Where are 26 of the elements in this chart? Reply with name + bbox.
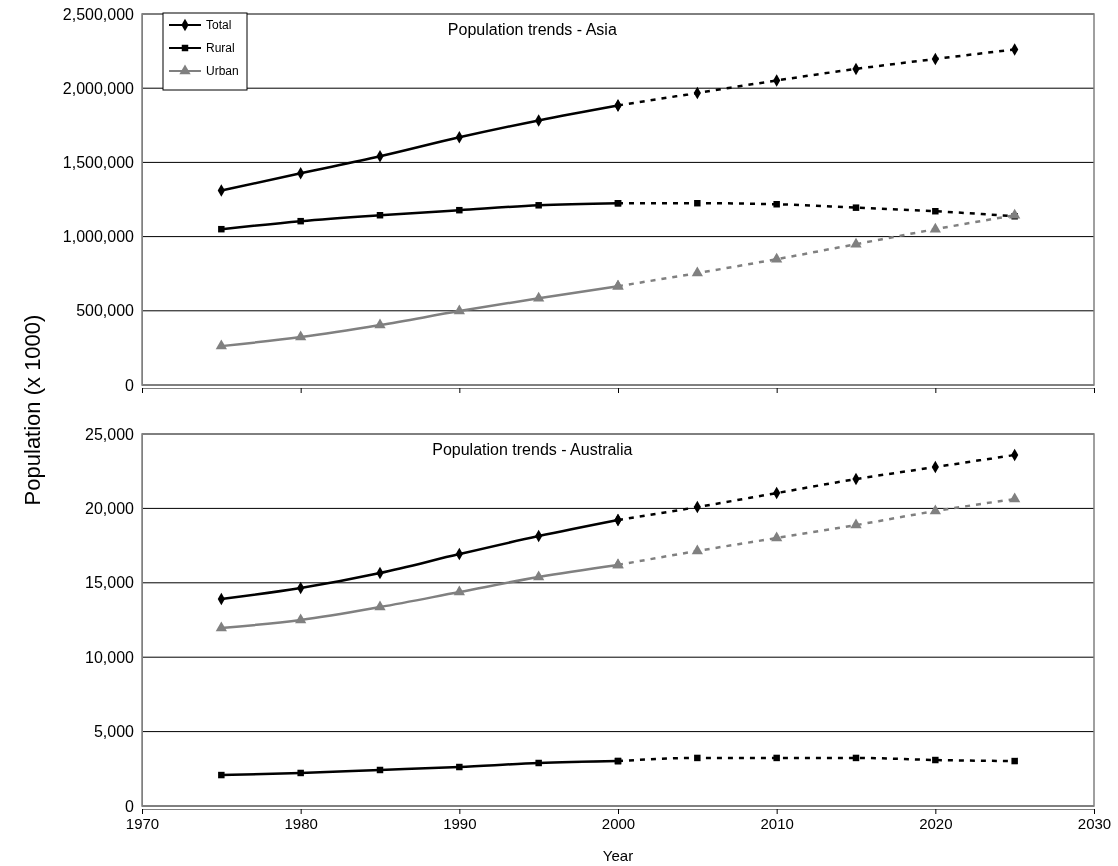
y-tick-label: 500,000	[76, 302, 135, 320]
x-tick-label: 2010	[760, 814, 794, 832]
y-tick-label: 25,000	[85, 425, 135, 443]
y-tick-label: 2,000,000	[62, 79, 135, 97]
x-tick-label: 2000	[601, 814, 636, 832]
x-axis-title: Year	[602, 847, 634, 864]
x-tick-label: 1970	[125, 814, 160, 832]
chart-title: Population trends - Asia	[447, 21, 617, 38]
x-tick-label: 1990	[443, 814, 477, 832]
legend-label: Urban	[206, 64, 239, 78]
x-tick-label: 1980	[284, 814, 318, 832]
x-tick-label: 2020	[919, 814, 953, 832]
y-tick-label: 1,500,000	[62, 154, 135, 172]
y-tick-label: 15,000	[85, 574, 135, 592]
y-tick-label: 0	[125, 376, 135, 394]
y-tick-label: 0	[125, 797, 135, 815]
chart-title: Population trends - Australia	[432, 441, 633, 458]
y-tick-label: 5,000	[93, 723, 135, 741]
y-tick-label: 10,000	[85, 648, 135, 666]
y-tick-label: 2,500,000	[62, 5, 135, 23]
legend-label: Rural	[206, 41, 235, 55]
x-tick-label: 2030	[1077, 814, 1112, 832]
y-tick-label: 1,000,000	[62, 228, 135, 246]
y-tick-label: 20,000	[85, 500, 135, 518]
legend-label: Total	[206, 18, 232, 32]
y-axis-title: Population (x 1000)	[20, 314, 45, 506]
